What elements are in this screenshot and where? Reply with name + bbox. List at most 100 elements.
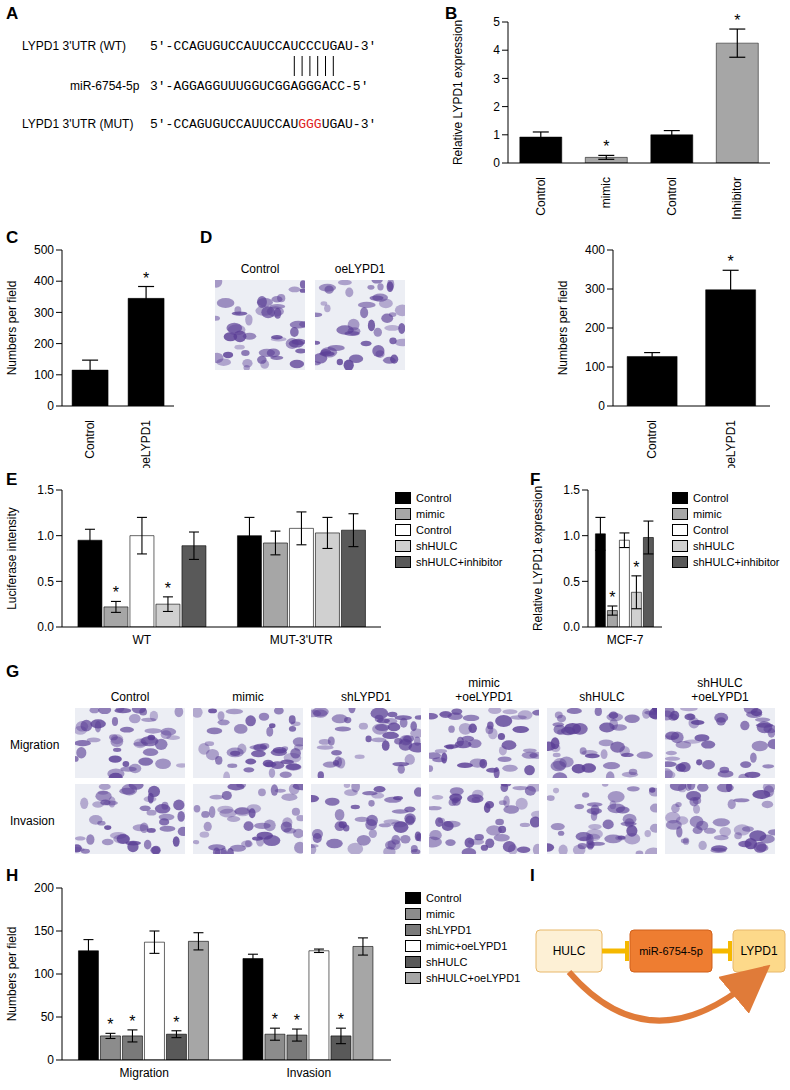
html-text:Control: Control	[240, 262, 280, 276]
svg-text:400: 400	[585, 243, 605, 257]
svg-text:0.5: 0.5	[563, 575, 580, 589]
svg-text:2: 2	[493, 100, 500, 114]
svg-text:300: 300	[585, 282, 605, 296]
svg-text:Numbers per field: Numbers per field	[5, 281, 19, 376]
svg-text:*: *	[272, 1011, 278, 1028]
svg-text:1.5: 1.5	[37, 483, 54, 497]
svg-text:miR-6754-5p: miR-6754-5p	[70, 79, 140, 93]
html-text:E: E	[6, 470, 18, 489]
html-text:oeLYPD1: oeLYPD1	[334, 262, 386, 276]
svg-text:Control: Control	[534, 177, 548, 216]
svg-text:50: 50	[41, 1010, 55, 1024]
svg-text:100: 100	[585, 360, 605, 374]
html-text:Control: Control	[693, 492, 729, 504]
svg-text:LYPD1: LYPD1	[740, 944, 777, 958]
svg-text:Invasion: Invasion	[286, 1066, 331, 1080]
svg-text:Inhibitor: Inhibitor	[730, 177, 744, 220]
svg-text:*: *	[173, 1014, 179, 1031]
svg-text:0: 0	[598, 399, 605, 413]
html-text:shHULC: shHULC	[693, 540, 735, 552]
svg-text:*: *	[609, 589, 615, 606]
svg-text:*: *	[294, 1012, 300, 1029]
svg-text:5: 5	[493, 15, 500, 29]
html-text:Control: Control	[416, 492, 452, 504]
svg-text:1.0: 1.0	[37, 529, 54, 543]
html-text:Migration: Migration	[10, 738, 60, 752]
svg-text:150: 150	[34, 924, 54, 938]
svg-text:3: 3	[493, 72, 500, 86]
svg-text:200: 200	[34, 337, 54, 351]
html-text:shHULC: shHULC	[579, 690, 625, 704]
html-text:shHULC+inhibitor: shHULC+inhibitor	[693, 556, 780, 568]
svg-text:*: *	[143, 270, 149, 287]
svg-text:0: 0	[493, 156, 500, 170]
svg-text:*: *	[165, 580, 171, 597]
svg-text:Relative LYPD1 expression: Relative LYPD1 expression	[451, 20, 465, 165]
svg-text:0: 0	[47, 1053, 54, 1067]
svg-text:WT: WT	[132, 633, 151, 647]
html-text:A: A	[6, 4, 19, 23]
svg-text:Relative LYPD1 expression: Relative LYPD1 expression	[531, 486, 545, 631]
svg-text:1: 1	[493, 128, 500, 142]
html-text:B: B	[445, 4, 458, 23]
html-text:H: H	[6, 866, 19, 885]
html-text:G: G	[6, 662, 20, 681]
html-text:mimic: mimic	[232, 690, 264, 704]
svg-text:200: 200	[585, 321, 605, 335]
svg-text:HULC: HULC	[553, 944, 586, 958]
svg-text:5'-CCAGUGUCCAUUCCAUGGGUGAU-3': 5'-CCAGUGUCCAUUCCAUGGGUGAU-3'	[150, 117, 376, 132]
html-text:Control: Control	[426, 892, 462, 904]
svg-text:4: 4	[493, 43, 500, 57]
svg-text:*: *	[107, 1016, 113, 1033]
svg-text:3'-AGGAGGUUUGGUCGGAGGGACC-5': 3'-AGGAGGUUUGGUCGGAGGGACC-5'	[150, 79, 368, 94]
svg-text:5'-CCAGUGUCCAUUCCAUCCCUGAU-3': 5'-CCAGUGUCCAUUCCAUCCCUGAU-3'	[150, 39, 376, 54]
html-text:Control: Control	[693, 524, 729, 536]
svg-text:oeLYPD1: oeLYPD1	[139, 420, 153, 468]
svg-text:Numbers per field: Numbers per field	[556, 281, 570, 376]
svg-text:Luciferase intensity: Luciferase intensity	[5, 507, 19, 610]
svg-text:1.0: 1.0	[563, 529, 580, 543]
svg-text:200: 200	[34, 881, 54, 895]
svg-text:*: *	[728, 253, 734, 270]
svg-text:Migration: Migration	[120, 1066, 169, 1080]
svg-text:100: 100	[34, 967, 54, 981]
html-text:Control: Control	[110, 690, 150, 704]
html-text:mimic: mimic	[416, 508, 445, 520]
svg-text:oeLYPD1: oeLYPD1	[724, 420, 738, 468]
html-text:shHULC +oeLYPD1: shHULC +oeLYPD1	[691, 676, 749, 704]
svg-text:Control: Control	[645, 420, 659, 459]
html-text:mimic: mimic	[693, 508, 722, 520]
html-text:Control: Control	[416, 524, 452, 536]
svg-text:*: *	[338, 1011, 344, 1028]
svg-text:100: 100	[34, 368, 54, 382]
svg-text:MCF-7: MCF-7	[607, 633, 644, 647]
svg-text:Numbers per field: Numbers per field	[5, 927, 19, 1022]
html-text:shHULC+inhibitor: shHULC+inhibitor	[416, 556, 503, 568]
svg-text:LYPD1 3'UTR (MUT): LYPD1 3'UTR (MUT)	[22, 117, 133, 131]
svg-text:0.5: 0.5	[37, 575, 54, 589]
svg-text:400: 400	[34, 274, 54, 288]
svg-text:Control: Control	[83, 420, 97, 459]
svg-text:300: 300	[34, 306, 54, 320]
html-text:shHULC: shHULC	[416, 540, 458, 552]
html-text:C: C	[6, 228, 19, 247]
svg-text:0.0: 0.0	[563, 620, 580, 634]
svg-text:500: 500	[34, 243, 54, 257]
svg-text:*: *	[734, 12, 740, 29]
svg-text:*: *	[129, 1013, 135, 1030]
html-text:mimic +oeLYPD1: mimic +oeLYPD1	[455, 676, 513, 704]
svg-text:1.5: 1.5	[563, 483, 580, 497]
html-text:shLYPD1: shLYPD1	[341, 690, 391, 704]
svg-text:0.0: 0.0	[37, 620, 54, 634]
svg-text:*: *	[113, 584, 119, 601]
svg-text:mimic: mimic	[599, 177, 613, 208]
svg-text:0: 0	[47, 399, 54, 413]
html-text:Invasion: Invasion	[10, 814, 55, 828]
svg-text:*: *	[633, 559, 639, 576]
svg-text:MUT-3'UTR: MUT-3'UTR	[270, 633, 333, 647]
svg-text:miR-6754-5p: miR-6754-5p	[639, 945, 703, 957]
svg-text:Control: Control	[665, 177, 679, 216]
html-text:D: D	[200, 228, 213, 247]
svg-text:LYPD1 3'UTR (WT): LYPD1 3'UTR (WT)	[22, 39, 126, 53]
svg-text:*: *	[603, 138, 609, 155]
